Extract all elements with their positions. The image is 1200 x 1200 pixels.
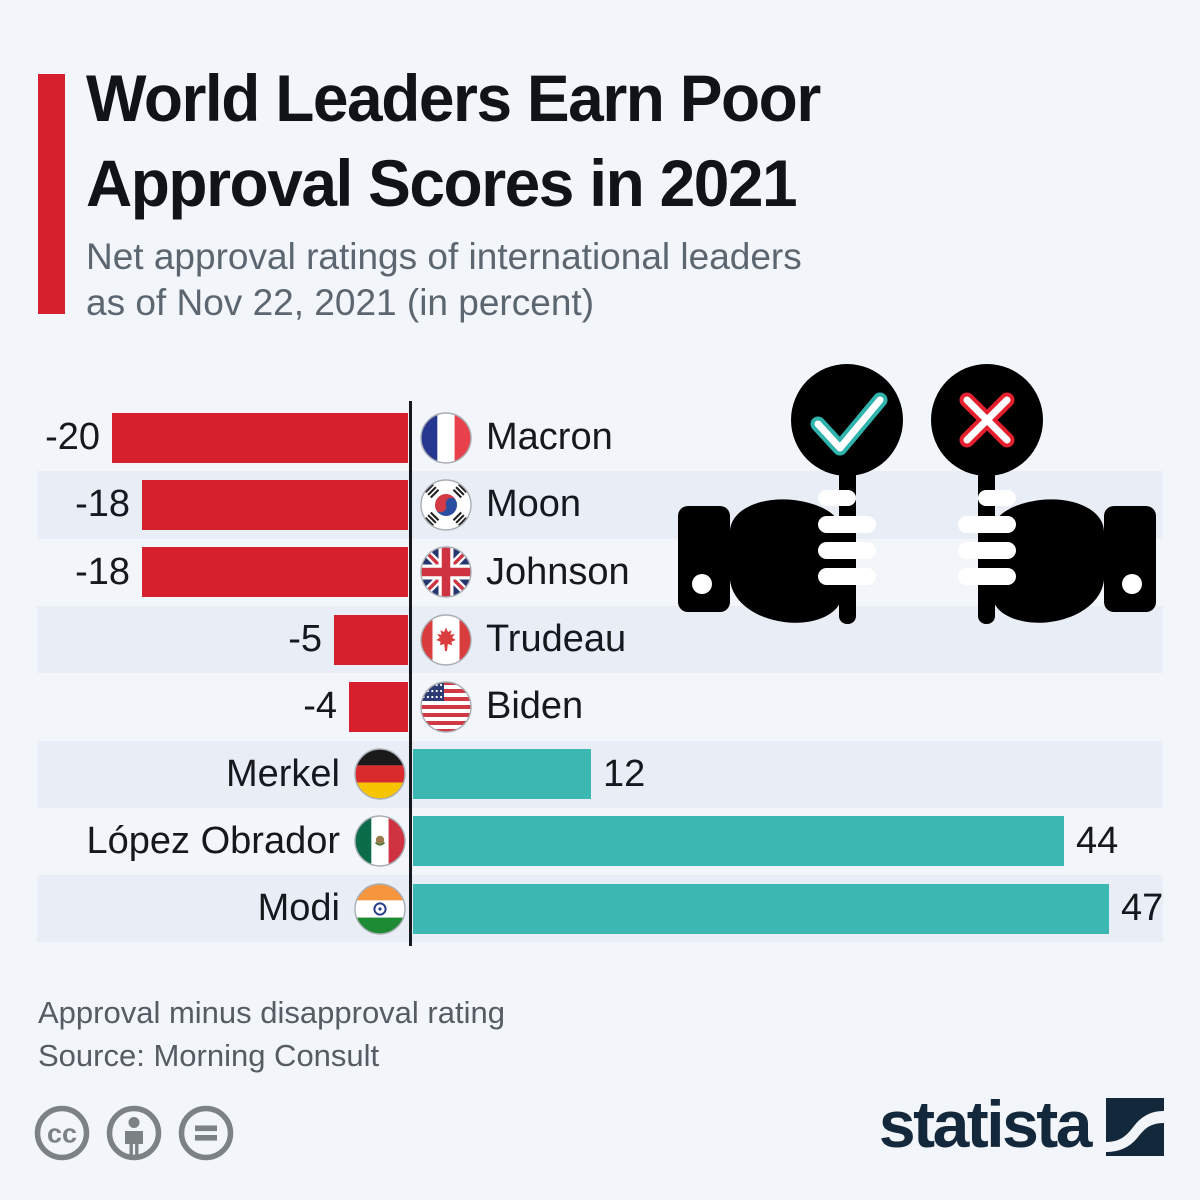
chart-subtitle: Net approval ratings of international le…: [86, 234, 802, 326]
leader-label-group: Macron: [420, 404, 613, 471]
leader-label-group: López Obrador: [87, 808, 407, 875]
bar-group: 44: [413, 808, 1118, 875]
leader-name-label: Johnson: [486, 550, 630, 593]
row-band: [37, 740, 1163, 808]
leader-label-group: Modi: [258, 875, 406, 942]
attribution-icon: [106, 1105, 162, 1161]
bar-group: 47: [413, 875, 1163, 942]
positive-bar: [413, 883, 1109, 934]
de-flag-icon: [354, 748, 406, 800]
axis-line: [409, 401, 412, 946]
value-label: -5: [288, 618, 322, 661]
bar-group: 12: [413, 741, 645, 808]
subtitle-line-1: Net approval ratings of international le…: [86, 236, 802, 277]
license-icons: cc: [33, 1104, 235, 1162]
value-label: -18: [75, 550, 130, 593]
leader-name-label: Macron: [486, 416, 613, 459]
mx-flag-icon: [354, 815, 406, 868]
bar-group: -20: [0, 404, 408, 471]
row-band: [37, 605, 1163, 674]
negative-bar: [112, 412, 408, 463]
positive-bar: [413, 816, 1064, 867]
footnote-block: Approval minus disapproval rating Source…: [38, 991, 505, 1077]
negative-bar: [349, 681, 408, 732]
approval-illustration: [678, 364, 1156, 624]
value-label: 12: [603, 752, 646, 795]
leader-name-label: Trudeau: [486, 618, 627, 661]
bar-group: -4: [0, 673, 408, 740]
leader-label-group: Biden: [420, 673, 583, 740]
svg-text:cc: cc: [47, 1119, 77, 1149]
fr-flag-icon: [420, 411, 472, 464]
leader-label-group: Johnson: [420, 539, 630, 606]
title-line-2: Approval Scores in 2021: [86, 146, 798, 220]
bar-group: -18: [0, 471, 408, 538]
subtitle-line-2: as of Nov 22, 2021 (in percent): [86, 282, 595, 323]
us-flag-icon: [420, 681, 472, 733]
leader-name-label: Modi: [257, 887, 340, 930]
value-label: -4: [303, 685, 337, 728]
bar-group: -5: [0, 606, 408, 673]
disapprove-paddle-icon: [931, 364, 1156, 624]
leader-label-group: Moon: [420, 471, 581, 538]
leader-label-group: Merkel: [226, 741, 406, 808]
source-label: Source: Morning Consult: [38, 1038, 380, 1073]
no-derivatives-icon: [178, 1105, 234, 1161]
negative-bar: [334, 614, 408, 665]
creative-commons-icon: cc: [34, 1105, 90, 1161]
leader-label-group: Trudeau: [420, 606, 626, 673]
positive-bar: [413, 749, 591, 800]
negative-bar: [142, 479, 408, 530]
value-label: 47: [1121, 887, 1164, 930]
leader-name-label: Merkel: [225, 752, 340, 795]
leader-name-label: López Obrador: [86, 819, 341, 862]
page-title: World Leaders Earn Poor Approval Scores …: [86, 56, 821, 226]
ca-flag-icon: [420, 613, 472, 666]
approve-paddle-icon: [678, 364, 903, 624]
title-accent-bar: [38, 74, 65, 314]
value-label: -20: [45, 416, 100, 459]
value-label: -18: [75, 483, 130, 526]
in-flag-icon: [354, 883, 406, 935]
title-line-1: World Leaders Earn Poor: [86, 61, 821, 135]
statista-logo: statista: [878, 1087, 1164, 1161]
chart-footnote: Approval minus disapproval rating: [38, 995, 505, 1030]
bar-group: -18: [0, 539, 408, 606]
leader-name-label: Moon: [486, 483, 582, 526]
statista-logo-mark: [1106, 1098, 1164, 1156]
value-label: 44: [1076, 819, 1119, 862]
negative-bar: [142, 547, 408, 598]
leader-name-label: Biden: [486, 685, 584, 728]
gb-flag-icon: [420, 546, 472, 598]
bar-chart: -20 Macron -18 Moon: [0, 401, 1200, 946]
statista-logo-text: statista: [878, 1087, 1093, 1161]
kr-flag-icon: [420, 479, 472, 531]
